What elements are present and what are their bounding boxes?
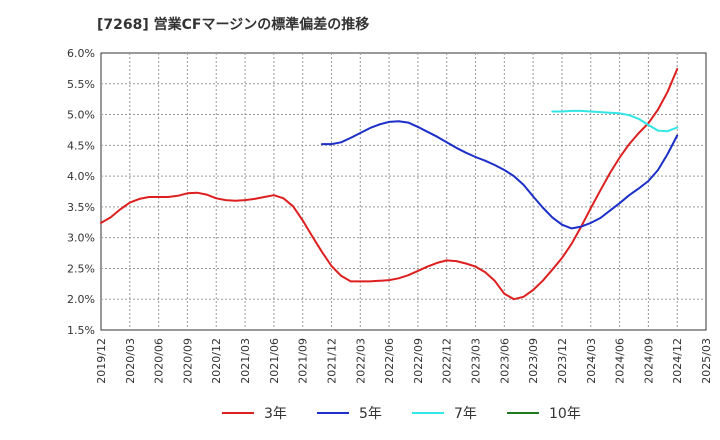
- y-tick-label: 5.5%: [67, 78, 95, 91]
- chart-title: [7268] 営業CFマージンの標準偏差の推移: [97, 17, 370, 33]
- x-tick-label: 2024/09: [642, 338, 655, 384]
- y-tick-label: 4.0%: [67, 170, 95, 183]
- x-tick-label: 2022/03: [354, 338, 367, 384]
- y-tick-label: 4.5%: [67, 139, 95, 152]
- x-tick-label: 2022/12: [441, 338, 454, 384]
- y-tick-label: 2.0%: [67, 293, 95, 306]
- legend-label: 10年: [549, 406, 581, 422]
- x-tick-label: 2024/12: [671, 338, 684, 384]
- x-tick-label: 2019/12: [95, 338, 108, 384]
- legend-label: 7年: [454, 406, 477, 422]
- x-tick-label: 2024/06: [614, 338, 627, 384]
- y-tick-label: 5.0%: [67, 109, 95, 122]
- y-tick-label: 1.5%: [67, 324, 95, 337]
- x-tick-label: 2023/03: [470, 338, 483, 384]
- x-tick-label: 2023/06: [498, 338, 511, 384]
- plot-area: [100, 52, 707, 331]
- x-tick-label: 2024/03: [585, 338, 598, 384]
- x-tick-label: 2020/03: [124, 338, 137, 384]
- x-tick-label: 2022/09: [412, 338, 425, 384]
- x-tick-label: 2022/06: [383, 338, 396, 384]
- x-tick-label: 2023/12: [556, 338, 569, 384]
- y-tick-label: 6.0%: [67, 47, 95, 60]
- x-tick-label: 2021/12: [325, 338, 338, 384]
- series-line: [551, 109, 679, 133]
- x-tick-label: 2020/06: [153, 338, 166, 384]
- x-tick-label: 2021/03: [239, 338, 252, 384]
- x-tick-label: 2021/06: [268, 338, 281, 384]
- y-tick-label: 3.0%: [67, 232, 95, 245]
- legend-label: 5年: [359, 406, 382, 422]
- x-tick-label: 2020/09: [181, 338, 194, 384]
- x-tick-label: 2020/12: [210, 338, 223, 384]
- y-tick-label: 2.5%: [67, 262, 95, 275]
- y-tick-label: 3.5%: [67, 201, 95, 214]
- x-tick-label: 2025/03: [700, 338, 713, 384]
- x-tick-label: 2021/09: [297, 338, 310, 384]
- x-tick-label: 2023/09: [527, 338, 540, 384]
- legend-label: 3年: [264, 406, 287, 422]
- series-line: [320, 120, 679, 230]
